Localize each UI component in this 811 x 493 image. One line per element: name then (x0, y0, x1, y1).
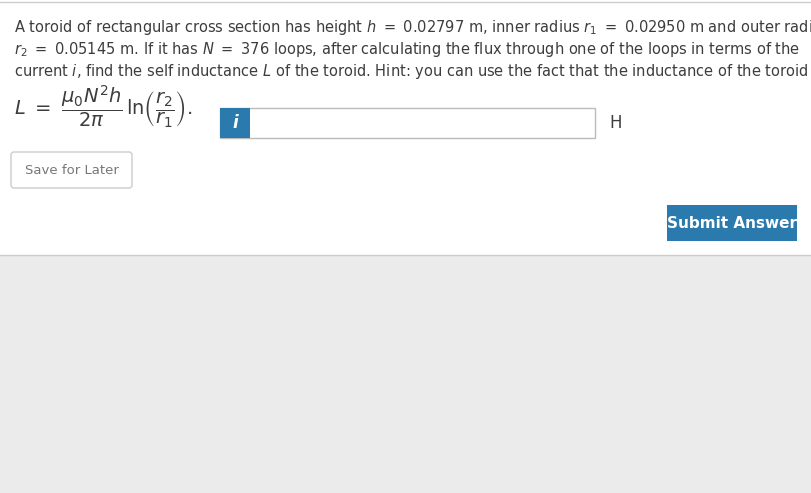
Text: $L\ =\ \dfrac{\mu_0 N^2 h}{2\pi}\,\ln\!\left(\dfrac{r_2}{r_1}\right).$: $L\ =\ \dfrac{\mu_0 N^2 h}{2\pi}\,\ln\!\… (14, 84, 192, 130)
Text: Save for Later: Save for Later (24, 164, 118, 176)
Text: A toroid of rectangular cross section has height $h\ =\ 0.02797$ m, inner radius: A toroid of rectangular cross section ha… (14, 18, 811, 37)
FancyBboxPatch shape (11, 152, 132, 188)
FancyBboxPatch shape (220, 108, 250, 138)
FancyBboxPatch shape (220, 108, 595, 138)
Text: Submit Answer: Submit Answer (667, 215, 797, 231)
FancyBboxPatch shape (0, 0, 811, 255)
Text: i: i (232, 114, 238, 132)
Text: current $i$, find the self inductance $L$ of the toroid. Hint: you can use the f: current $i$, find the self inductance $L… (14, 62, 811, 81)
Text: H: H (609, 114, 621, 132)
FancyBboxPatch shape (667, 205, 797, 241)
Text: $r_2\ =\ 0.05145$ m. If it has $N\ =\ 376$ loops, after calculating the flux thr: $r_2\ =\ 0.05145$ m. If it has $N\ =\ 37… (14, 40, 800, 59)
